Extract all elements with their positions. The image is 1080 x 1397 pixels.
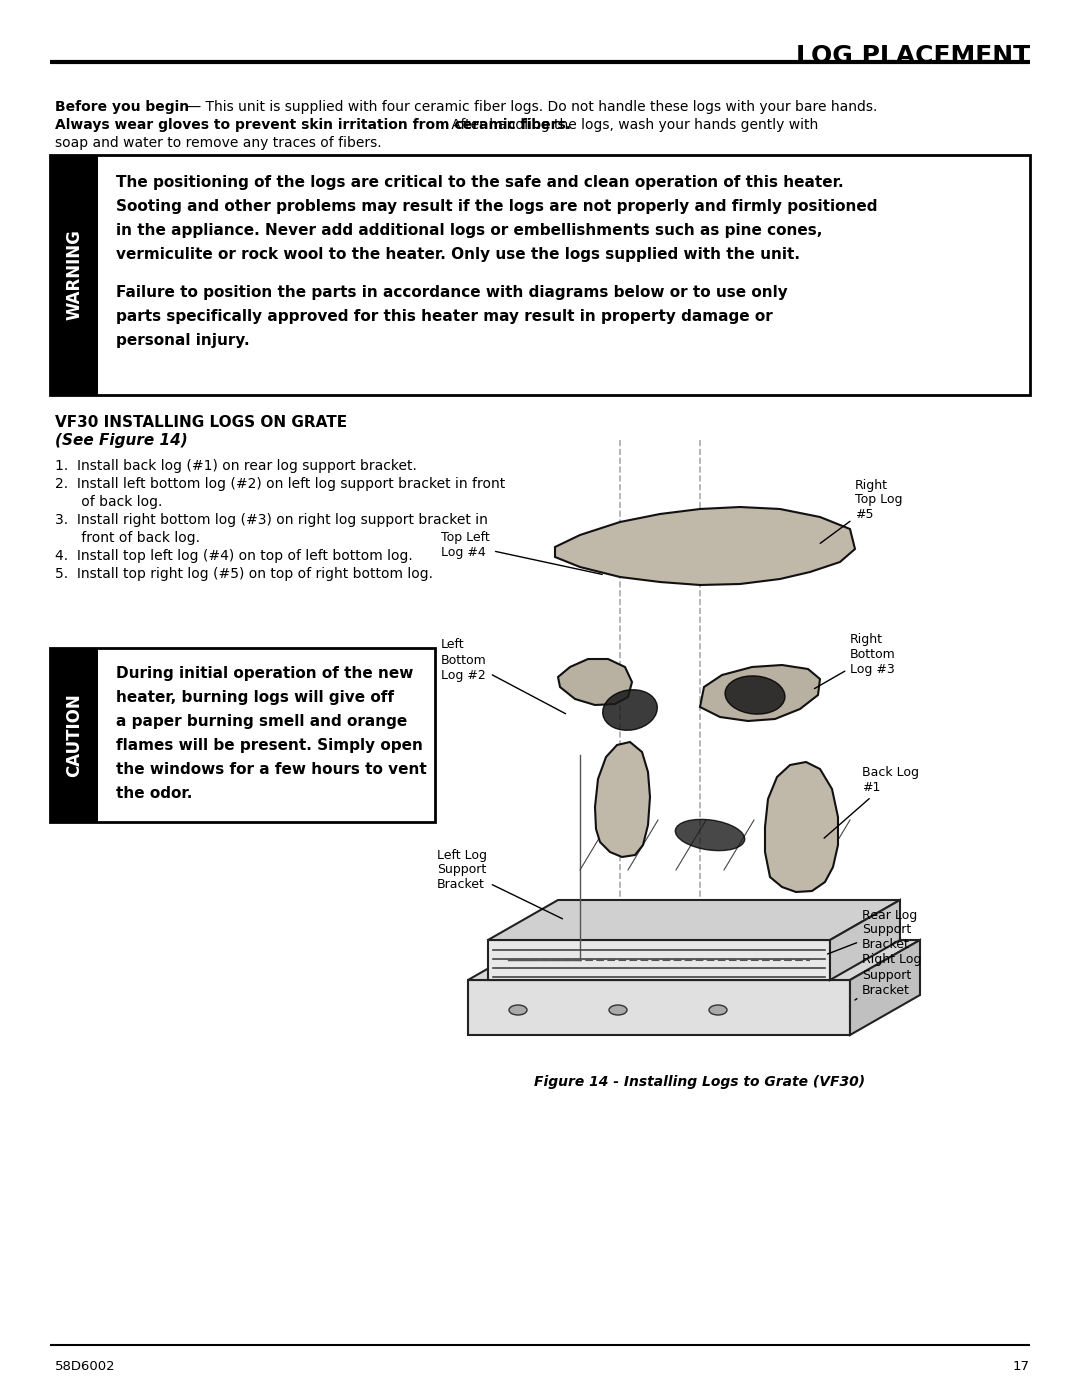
- Ellipse shape: [603, 690, 658, 731]
- Text: (See Figure 14): (See Figure 14): [55, 433, 188, 448]
- Text: Before you begin: Before you begin: [55, 101, 189, 115]
- Text: Right
Top Log
#5: Right Top Log #5: [820, 479, 903, 543]
- Text: Top Left
Log #4: Top Left Log #4: [442, 531, 603, 574]
- Polygon shape: [50, 648, 98, 821]
- Text: 58D6002: 58D6002: [55, 1361, 116, 1373]
- Polygon shape: [488, 900, 900, 940]
- Text: Failure to position the parts in accordance with diagrams below or to use only: Failure to position the parts in accorda…: [116, 285, 787, 300]
- Text: front of back log.: front of back log.: [55, 531, 200, 545]
- Text: — This unit is supplied with four ceramic fiber logs. Do not handle these logs w: — This unit is supplied with four cerami…: [183, 101, 877, 115]
- Text: 3.  Install right bottom log (#3) on right log support bracket in: 3. Install right bottom log (#3) on righ…: [55, 513, 488, 527]
- Text: Sooting and other problems may result if the logs are not properly and firmly po: Sooting and other problems may result if…: [116, 198, 877, 214]
- Polygon shape: [831, 900, 900, 981]
- Text: a paper burning smell and orange: a paper burning smell and orange: [116, 714, 407, 729]
- Text: the odor.: the odor.: [116, 787, 192, 800]
- Polygon shape: [468, 940, 920, 981]
- Text: flames will be present. Simply open: flames will be present. Simply open: [116, 738, 423, 753]
- Text: LOG PLACEMENT: LOG PLACEMENT: [796, 43, 1030, 68]
- Text: Right
Bottom
Log #3: Right Bottom Log #3: [814, 633, 895, 689]
- Polygon shape: [50, 155, 98, 395]
- Polygon shape: [555, 507, 855, 585]
- Polygon shape: [850, 940, 920, 1035]
- Ellipse shape: [708, 1004, 727, 1016]
- Text: soap and water to remove any traces of fibers.: soap and water to remove any traces of f…: [55, 136, 381, 149]
- Text: 5.  Install top right log (#5) on top of right bottom log.: 5. Install top right log (#5) on top of …: [55, 567, 433, 581]
- Text: During initial operation of the new: During initial operation of the new: [116, 666, 414, 680]
- Text: Always wear gloves to prevent skin irritation from ceramic fibers.: Always wear gloves to prevent skin irrit…: [55, 117, 571, 131]
- Text: parts specifically approved for this heater may result in property damage or: parts specifically approved for this hea…: [116, 309, 773, 324]
- Text: Figure 14 - Installing Logs to Grate (VF30): Figure 14 - Installing Logs to Grate (VF…: [535, 1076, 865, 1090]
- Text: Right Log
Support
Bracket: Right Log Support Bracket: [855, 954, 921, 1000]
- Polygon shape: [558, 659, 632, 705]
- Text: of back log.: of back log.: [55, 495, 162, 509]
- Text: CAUTION: CAUTION: [65, 693, 83, 777]
- Text: VF30 INSTALLING LOGS ON GRATE: VF30 INSTALLING LOGS ON GRATE: [55, 415, 347, 430]
- Text: 2.  Install left bottom log (#2) on left log support bracket in front: 2. Install left bottom log (#2) on left …: [55, 476, 505, 490]
- Text: Rear Log
Support
Bracket: Rear Log Support Bracket: [827, 908, 917, 954]
- Text: the windows for a few hours to vent: the windows for a few hours to vent: [116, 761, 427, 777]
- Text: Left Log
Support
Bracket: Left Log Support Bracket: [437, 848, 563, 919]
- Text: Left
Bottom
Log #2: Left Bottom Log #2: [442, 638, 566, 714]
- Text: The positioning of the logs are critical to the safe and clean operation of this: The positioning of the logs are critical…: [116, 175, 843, 190]
- Ellipse shape: [509, 1004, 527, 1016]
- Polygon shape: [765, 761, 838, 893]
- Polygon shape: [700, 665, 820, 721]
- Text: Back Log
#1: Back Log #1: [824, 766, 919, 838]
- Text: heater, burning logs will give off: heater, burning logs will give off: [116, 690, 394, 705]
- Ellipse shape: [675, 820, 745, 851]
- Text: 17: 17: [1013, 1361, 1030, 1373]
- Text: vermiculite or rock wool to the heater. Only use the logs supplied with the unit: vermiculite or rock wool to the heater. …: [116, 247, 800, 263]
- Text: in the appliance. Never add additional logs or embellishments such as pine cones: in the appliance. Never add additional l…: [116, 224, 822, 237]
- Text: After handling the logs, wash your hands gently with: After handling the logs, wash your hands…: [447, 117, 819, 131]
- Text: personal injury.: personal injury.: [116, 332, 249, 348]
- Text: 1.  Install back log (#1) on rear log support bracket.: 1. Install back log (#1) on rear log sup…: [55, 460, 417, 474]
- Polygon shape: [488, 940, 831, 981]
- Polygon shape: [595, 742, 650, 856]
- Text: 4.  Install top left log (#4) on top of left bottom log.: 4. Install top left log (#4) on top of l…: [55, 549, 413, 563]
- Ellipse shape: [725, 676, 785, 714]
- Text: WARNING: WARNING: [65, 229, 83, 320]
- Polygon shape: [468, 981, 850, 1035]
- Ellipse shape: [609, 1004, 627, 1016]
